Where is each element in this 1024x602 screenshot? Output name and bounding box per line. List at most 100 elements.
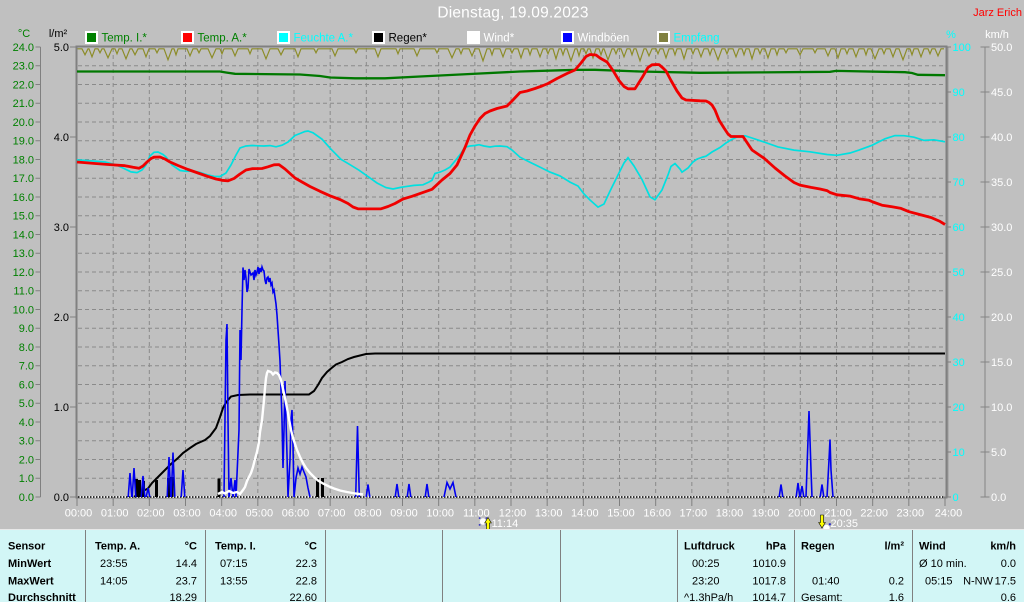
svg-text:9.0: 9.0: [19, 323, 34, 335]
svg-text:1017.8: 1017.8: [752, 576, 786, 588]
svg-text:00:00: 00:00: [65, 507, 93, 519]
svg-text:1.6: 1.6: [889, 592, 904, 602]
svg-text:Ø 10 min.: Ø 10 min.: [919, 558, 967, 570]
svg-text:Luftdruck: Luftdruck: [684, 541, 736, 553]
svg-text:Regen*: Regen*: [389, 33, 428, 45]
svg-text:100: 100: [953, 42, 971, 54]
svg-text:13.0: 13.0: [13, 248, 34, 260]
svg-text:22.60: 22.60: [289, 592, 317, 602]
svg-text:20: 20: [953, 402, 965, 414]
svg-text:hPa: hPa: [766, 541, 787, 553]
svg-text:20:35: 20:35: [831, 518, 859, 530]
svg-text:5.0: 5.0: [19, 398, 34, 410]
svg-text:20:00: 20:00: [788, 507, 816, 519]
svg-text:0.0: 0.0: [54, 492, 69, 504]
svg-text:21.0: 21.0: [13, 98, 34, 110]
svg-text:04:00: 04:00: [209, 507, 237, 519]
svg-text:24.0: 24.0: [13, 42, 34, 54]
svg-text:14:05: 14:05: [100, 576, 128, 588]
svg-text:18:00: 18:00: [716, 507, 744, 519]
svg-text:7.0: 7.0: [19, 361, 34, 373]
svg-text:Temp. A.*: Temp. A.*: [198, 33, 248, 45]
svg-text:Dienstag, 19.09.2023: Dienstag, 19.09.2023: [437, 5, 588, 22]
svg-text:4.0: 4.0: [19, 417, 34, 429]
svg-text:10: 10: [953, 447, 965, 459]
svg-text:25.0: 25.0: [991, 267, 1012, 279]
svg-text:19.0: 19.0: [13, 136, 34, 148]
svg-text:Durchschnitt: Durchschnitt: [8, 592, 76, 602]
svg-text:3.0: 3.0: [54, 222, 69, 234]
svg-text:50: 50: [953, 267, 965, 279]
svg-text:90: 90: [953, 87, 965, 99]
svg-text:06:00: 06:00: [282, 507, 310, 519]
svg-text:50.0: 50.0: [991, 42, 1012, 54]
svg-text:14.4: 14.4: [176, 558, 197, 570]
svg-text:20.0: 20.0: [13, 117, 34, 129]
svg-text:22.8: 22.8: [296, 576, 317, 588]
svg-text:17.0: 17.0: [13, 173, 34, 185]
svg-text:MaxWert: MaxWert: [8, 576, 54, 588]
svg-text:15.0: 15.0: [991, 357, 1012, 369]
svg-text:2.0: 2.0: [54, 312, 69, 324]
svg-text:1014.7: 1014.7: [752, 592, 786, 602]
svg-text:1.0: 1.0: [19, 473, 34, 485]
svg-text:40: 40: [953, 312, 965, 324]
svg-text:5.0: 5.0: [991, 447, 1006, 459]
svg-text:0.0: 0.0: [991, 492, 1006, 504]
svg-text:80: 80: [953, 132, 965, 144]
svg-text:1.0: 1.0: [54, 402, 69, 414]
svg-text:Feuchte A.*: Feuchte A.*: [294, 33, 354, 45]
svg-text:12:00: 12:00: [499, 507, 527, 519]
svg-text:Temp. I.*: Temp. I.*: [102, 33, 148, 45]
svg-text:05:00: 05:00: [246, 507, 274, 519]
svg-text:8.0: 8.0: [19, 342, 34, 354]
svg-text:18.0: 18.0: [13, 154, 34, 166]
svg-text:22:00: 22:00: [860, 507, 888, 519]
svg-text:Temp. I.: Temp. I.: [215, 541, 256, 553]
svg-text:21:00: 21:00: [824, 507, 852, 519]
svg-text:l/m²: l/m²: [884, 541, 904, 553]
svg-text:08:00: 08:00: [354, 507, 382, 519]
svg-text:5.0: 5.0: [54, 42, 69, 54]
svg-text:09:00: 09:00: [390, 507, 418, 519]
svg-text:4.0: 4.0: [54, 132, 69, 144]
svg-text:14:00: 14:00: [571, 507, 599, 519]
svg-text:Empfang: Empfang: [674, 33, 720, 45]
svg-text:23.7: 23.7: [176, 576, 197, 588]
svg-text:N-NW: N-NW: [963, 576, 994, 588]
svg-text:13:00: 13:00: [535, 507, 563, 519]
svg-text:02:00: 02:00: [137, 507, 165, 519]
svg-text:°C: °C: [18, 28, 30, 40]
svg-text:^1.3hPa/h: ^1.3hPa/h: [684, 592, 733, 602]
svg-text:15.0: 15.0: [13, 211, 34, 223]
svg-text:Wind: Wind: [919, 541, 946, 553]
svg-text:2.0: 2.0: [19, 454, 34, 466]
svg-text:10.0: 10.0: [991, 402, 1012, 414]
svg-text:Sensor: Sensor: [8, 541, 46, 553]
svg-text:0: 0: [953, 492, 959, 504]
svg-text:22.3: 22.3: [296, 558, 317, 570]
svg-text:0.0: 0.0: [1001, 558, 1016, 570]
svg-text:0.0: 0.0: [19, 492, 34, 504]
svg-text:15:00: 15:00: [607, 507, 635, 519]
svg-text:10.0: 10.0: [13, 304, 34, 316]
svg-text:°C: °C: [305, 541, 317, 553]
svg-text:01:40: 01:40: [812, 576, 840, 588]
svg-text:23.0: 23.0: [13, 61, 34, 73]
svg-text:19:00: 19:00: [752, 507, 780, 519]
svg-text:Gesamt:: Gesamt:: [801, 592, 843, 602]
svg-text:14.0: 14.0: [13, 229, 34, 241]
svg-text:45.0: 45.0: [991, 87, 1012, 99]
svg-text:30: 30: [953, 357, 965, 369]
svg-text:Windböen: Windböen: [578, 33, 630, 45]
svg-text:23:00: 23:00: [897, 507, 925, 519]
svg-text:17:00: 17:00: [680, 507, 708, 519]
svg-text:23:20: 23:20: [692, 576, 720, 588]
svg-text:07:15: 07:15: [220, 558, 248, 570]
svg-text:11:14: 11:14: [492, 518, 519, 530]
svg-text:13:55: 13:55: [220, 576, 248, 588]
svg-text:24:00: 24:00: [935, 507, 963, 519]
svg-text:23:55: 23:55: [100, 558, 128, 570]
svg-text:3.0: 3.0: [19, 436, 34, 448]
svg-text:00:25: 00:25: [692, 558, 720, 570]
